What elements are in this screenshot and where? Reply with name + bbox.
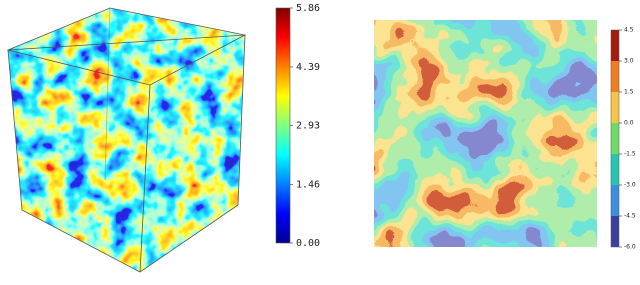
colorbar-frame	[610, 29, 620, 248]
tick-label: 4.5	[624, 27, 634, 34]
colorbar-segment	[611, 123, 619, 154]
vector-cube	[6, 7, 247, 273]
tick-label: 3.0	[624, 58, 634, 65]
tick-label: 0.00	[296, 238, 320, 249]
tick-label: -1.5	[624, 151, 636, 158]
tick-label: 0.0	[624, 120, 634, 127]
tick-label: 5.86	[296, 3, 320, 14]
colorbar-right: 4.5 3.0 1.5 0.0 -1.5 -3.0 -4.5 -6.0	[610, 27, 636, 251]
tick-label: 2.93	[296, 121, 320, 132]
colorbar-segment	[611, 92, 619, 123]
colorbar-segment	[611, 154, 619, 185]
colorbar-segment	[611, 30, 619, 61]
tick-label: 1.46	[296, 179, 320, 190]
tick-label: -6.0	[624, 244, 636, 251]
colorbar-left: 5.86 4.39 2.93 1.46 0.00	[275, 3, 320, 249]
tick-label: 4.39	[296, 62, 320, 73]
tick-label: -3.0	[624, 182, 636, 189]
tick-label: -4.5	[624, 213, 636, 220]
colorbar-gradient	[275, 7, 291, 244]
colorbar-segment	[611, 185, 619, 216]
colorbar-segment	[611, 216, 619, 247]
tick-label: 1.5	[624, 89, 634, 96]
contour-map	[374, 20, 597, 247]
colorbar-segment	[611, 61, 619, 92]
